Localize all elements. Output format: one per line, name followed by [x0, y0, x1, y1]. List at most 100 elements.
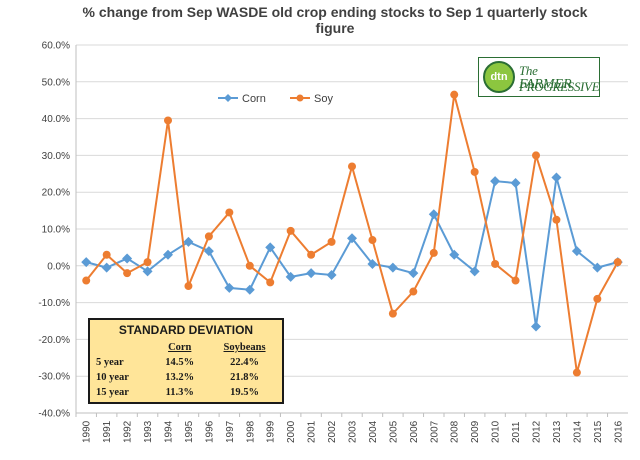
- row-label: 10 year: [96, 372, 129, 383]
- corn-point: [122, 253, 133, 264]
- dtn-progressive-farmer-logo: dtn The PROGRESSIVE FARMER: [478, 57, 600, 97]
- x-tick-label: 2008: [450, 420, 461, 443]
- x-tick-label: 1994: [164, 420, 175, 443]
- corn-value: 13.2%: [165, 372, 195, 383]
- soy-point: [450, 90, 459, 99]
- corn-point: [367, 258, 378, 269]
- x-tick-label: 2010: [491, 420, 502, 443]
- x-tick-label: 2013: [552, 420, 563, 443]
- soy-point: [143, 258, 152, 267]
- x-tick-label: 2002: [327, 420, 338, 443]
- soy-point: [593, 294, 602, 303]
- soy-point: [307, 250, 316, 259]
- corn-point: [428, 209, 439, 220]
- soy-point: [552, 215, 561, 224]
- corn-point: [571, 246, 582, 257]
- x-tick-label: 2003: [348, 420, 359, 443]
- x-tick-label: 1999: [266, 420, 277, 443]
- x-tick-label: 2005: [388, 420, 399, 443]
- x-tick-label: 2004: [368, 420, 379, 443]
- std-dev-title: STANDARD DEVIATION: [118, 323, 254, 337]
- corn-point: [551, 172, 562, 183]
- dtn-badge-icon: dtn: [483, 61, 515, 93]
- legend: Corn Soy: [218, 93, 333, 105]
- corn-point: [163, 249, 173, 260]
- x-tick-label: 2015: [593, 420, 604, 443]
- x-tick-label: 1996: [204, 420, 215, 443]
- x-tick-label: 2011: [511, 421, 522, 443]
- soy-point: [532, 151, 540, 160]
- soy-value: 21.8%: [230, 372, 259, 383]
- series-lines: [81, 90, 623, 377]
- corn-point: [285, 271, 296, 282]
- corn-point: [224, 282, 235, 293]
- soy-point: [327, 237, 336, 246]
- x-tick-label: 2012: [532, 420, 543, 443]
- y-tick-label: 20.0%: [42, 188, 70, 199]
- corn-point: [203, 246, 214, 257]
- legend-marker: [224, 94, 232, 102]
- soy-point: [429, 248, 438, 257]
- std-dev-header-blank: [96, 340, 152, 355]
- legend-label: Soy: [314, 93, 333, 105]
- x-tick-label: 1995: [184, 420, 195, 443]
- corn-point: [490, 176, 501, 187]
- soy-point: [511, 276, 520, 285]
- corn-point: [183, 236, 194, 247]
- corn-point: [531, 321, 541, 332]
- soy-point: [286, 226, 295, 235]
- soy-point: [368, 236, 377, 245]
- y-tick-label: -40.0%: [38, 409, 70, 420]
- legend-marker: [296, 94, 304, 102]
- std-dev-table: Corn Soybeans 5 year 14.5% 22.4% 10 year…: [96, 340, 282, 400]
- corn-point: [306, 268, 317, 279]
- x-tick-label: 1997: [225, 420, 236, 443]
- x-tick-label: 2009: [470, 420, 481, 443]
- corn-point: [101, 262, 112, 273]
- chart-title-line1: % change from Sep WASDE old crop ending …: [83, 4, 588, 20]
- corn-point: [326, 270, 337, 280]
- y-tick-label: -10.0%: [38, 298, 70, 309]
- x-tick-label: 2014: [572, 420, 583, 443]
- logo-line2: FARMER: [519, 77, 572, 92]
- corn-point: [244, 284, 255, 295]
- corn-point: [81, 257, 92, 268]
- row-label: 15 year: [96, 387, 129, 398]
- corn-point: [449, 249, 460, 260]
- y-tick-label: 0.0%: [47, 261, 70, 272]
- corn-value: 14.5%: [165, 357, 195, 368]
- x-tick-label: 1992: [123, 420, 134, 443]
- corn-point: [469, 266, 480, 277]
- soy-point: [204, 232, 213, 241]
- legend-label: Corn: [242, 93, 266, 105]
- std-dev-header-soybeans: Soybeans: [223, 342, 266, 353]
- y-tick-label: 60.0%: [42, 41, 70, 52]
- soy-point: [184, 282, 193, 291]
- row-label: 5 year: [96, 357, 124, 368]
- std-dev-header-corn: Corn: [168, 342, 192, 353]
- soy-value: 19.5%: [230, 387, 259, 398]
- y-tick-label: 30.0%: [42, 151, 70, 162]
- soy-point: [245, 261, 254, 270]
- x-tick-label: 2000: [286, 420, 297, 443]
- soy-point: [164, 116, 172, 125]
- soy-value: 22.4%: [230, 357, 259, 368]
- y-tick-label: 50.0%: [42, 77, 70, 88]
- corn-point: [347, 233, 357, 244]
- x-tick-label: 1990: [82, 420, 93, 443]
- x-tick-label: 2016: [613, 420, 624, 443]
- soy-point: [613, 258, 622, 267]
- soy-point: [266, 278, 275, 287]
- soy-point: [82, 276, 91, 285]
- x-tick-label: 1991: [102, 420, 113, 443]
- corn-point: [142, 266, 153, 277]
- y-tick-label: -30.0%: [38, 372, 70, 383]
- y-tick-label: 10.0%: [42, 225, 70, 236]
- soy-point: [388, 309, 397, 318]
- std-dev-row: 5 year 14.5% 22.4%: [96, 355, 282, 370]
- x-axis-ticks: 1990 1991 1992 1993 1994 1995 1996 1997 1998 1999…: [75, 413, 624, 443]
- x-tick-label: 2006: [409, 420, 420, 443]
- soy-point: [470, 167, 479, 176]
- soy-point: [572, 368, 581, 377]
